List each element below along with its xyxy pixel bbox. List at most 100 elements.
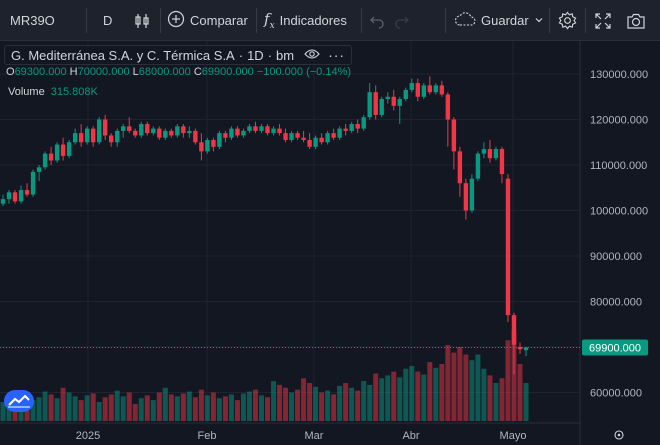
fullscreen-button[interactable]: [594, 0, 612, 41]
volume-bar: [222, 396, 228, 421]
volume-bar: [403, 368, 409, 421]
volume-bar: [132, 403, 138, 421]
volume-bar: [96, 402, 102, 421]
y-tick-label: 130000.000: [590, 69, 648, 81]
candle-body: [42, 153, 48, 168]
chart-canvas[interactable]: 130000.000 120000.000 110000.000 100000.000…: [0, 41, 660, 445]
indicators-button[interactable]: fx Indicadores: [264, 0, 347, 41]
candle-body: [193, 130, 198, 143]
volume-bar: [475, 354, 481, 421]
tradingview-logo[interactable]: [4, 390, 34, 412]
candle-body: [349, 124, 354, 131]
x-tick-label: Mar: [305, 430, 324, 442]
candle-body: [487, 149, 493, 159]
volume-bar: [24, 403, 30, 421]
volume-bar: [355, 390, 361, 421]
time-scale: 2025 Feb Mar Abr Mayo: [76, 430, 527, 442]
close-value: 69900.000: [201, 66, 254, 78]
high-value: 70000.000: [77, 66, 130, 78]
volume-bar: [337, 385, 343, 421]
volume-bar: [126, 392, 132, 421]
y-tick-label: 80000.000: [590, 297, 642, 309]
undo-button[interactable]: [369, 0, 385, 41]
legend-ohlc: O69300.000 H70000.000 L68000.000 C69900.…: [6, 66, 351, 78]
chart-type-button[interactable]: [133, 0, 151, 41]
volume-bar: [451, 352, 457, 421]
volume-bar: [283, 387, 289, 421]
volume-bar: [210, 392, 216, 421]
redo-icon: [394, 13, 410, 29]
eye-icon[interactable]: [304, 48, 320, 63]
volume-bar: [168, 394, 174, 421]
toolbar-divider: [361, 8, 362, 33]
volume-bar: [271, 381, 277, 421]
candle-body: [90, 128, 96, 143]
volume-bar: [409, 365, 415, 421]
cloud-icon: [454, 11, 476, 30]
candle-body: [211, 139, 216, 147]
candle-body: [385, 96, 390, 100]
low-value: 68000.000: [138, 66, 191, 78]
volume-bar: [54, 398, 60, 421]
volume-bar: [66, 392, 72, 421]
toolbar-divider: [585, 8, 586, 33]
candle-body: [139, 124, 144, 136]
candle-body: [367, 92, 372, 118]
candle-body: [199, 142, 204, 152]
volume-bar: [12, 406, 18, 421]
candle-body: [163, 130, 168, 138]
candle-body: [301, 137, 306, 140]
volume-bar: [481, 368, 487, 421]
volume-bar: [228, 394, 234, 421]
volume-bar: [331, 394, 337, 421]
volume-bar: [325, 390, 331, 421]
volume-bar: [174, 396, 180, 421]
chevron-down-icon: [534, 13, 544, 28]
candle-body: [445, 94, 451, 120]
legend-volume[interactable]: Volume 315.808K: [8, 86, 98, 98]
volume-bar: [144, 395, 150, 421]
candle-body: [6, 192, 12, 200]
snapshot-button[interactable]: [626, 0, 646, 41]
function-icon: fx: [264, 10, 275, 31]
volume-bar: [385, 375, 391, 421]
volume-bar: [391, 371, 397, 421]
interval-button[interactable]: D: [103, 0, 112, 41]
candle-body: [181, 126, 186, 134]
settings-button[interactable]: [558, 0, 577, 41]
candle-body: [463, 183, 469, 211]
redo-button[interactable]: [394, 0, 410, 41]
open-label: O: [6, 66, 15, 78]
volume-bar: [349, 387, 355, 421]
compare-button[interactable]: Comparar: [167, 0, 248, 41]
volume-label: Volume: [8, 86, 45, 98]
candle-body: [505, 178, 511, 316]
candle-body: [127, 126, 132, 131]
top-toolbar: MR39O D Comparar fx Indicadores Guarda: [0, 0, 660, 41]
save-button[interactable]: Guardar: [454, 0, 544, 41]
volume-bar: [240, 393, 246, 421]
volume-bar: [0, 402, 6, 421]
candle-body: [187, 130, 192, 134]
volume-bar: [78, 400, 84, 421]
price-chart[interactable]: 130000.000 120000.000 110000.000 100000.000…: [0, 41, 660, 445]
candle-body: [66, 142, 72, 156]
symbol-search-button[interactable]: MR39O: [10, 0, 55, 41]
legend-symbol-box[interactable]: G. Mediterránea S.A. y C. Térmica S.A · …: [4, 45, 353, 65]
volume-bar: [511, 330, 517, 421]
candle-body: [54, 144, 60, 161]
volume-bar: [60, 387, 66, 421]
volume-bar: [427, 362, 433, 421]
toolbar-divider: [445, 8, 446, 33]
volume-bar: [289, 392, 295, 421]
more-icon[interactable]: ···: [328, 47, 346, 63]
candle-body: [0, 199, 6, 204]
volume-bar: [469, 360, 475, 421]
candle-body: [499, 149, 505, 175]
volume-bar: [150, 400, 156, 421]
high-label: H: [69, 66, 78, 78]
candle-body: [523, 347, 529, 351]
volume-bar: [30, 400, 36, 421]
candle-body: [481, 149, 487, 154]
time-scale-settings-icon[interactable]: [614, 430, 624, 440]
